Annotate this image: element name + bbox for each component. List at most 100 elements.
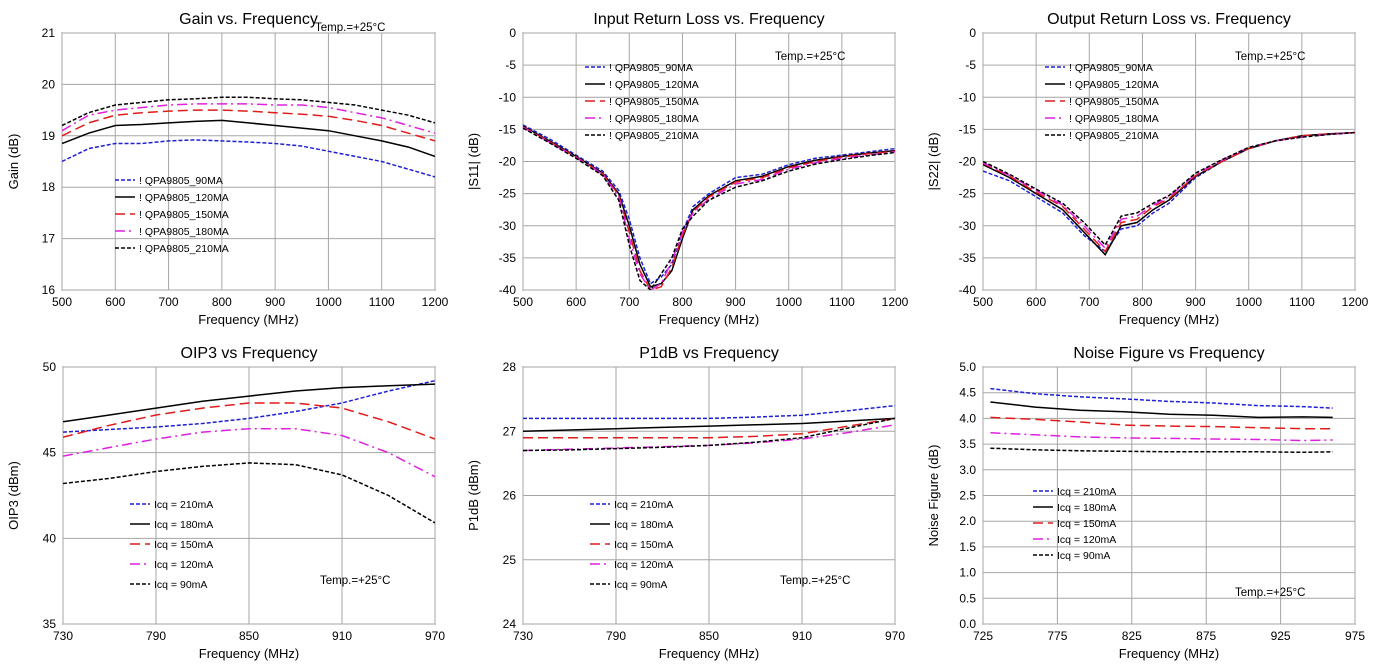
x-tick-label: 1000 — [1235, 295, 1262, 309]
series-line-2 — [63, 383, 435, 423]
y-tick-label: -5 — [965, 58, 976, 72]
y-tick-label: -5 — [505, 58, 516, 72]
y-tick-label: 26 — [503, 489, 517, 503]
x-tick-label: 790 — [606, 629, 626, 643]
x-tick-label: 1200 — [422, 295, 449, 309]
plot-area — [61, 32, 436, 291]
chart-panel-output-return-loss: Output Return Loss vs. Frequency 500 600 70… — [920, 0, 1379, 334]
x-tick-label: 500 — [52, 295, 72, 309]
y-tick-label: 0.5 — [959, 591, 976, 605]
series-line-1 — [523, 124, 895, 285]
x-tick-label: 800 — [212, 295, 232, 309]
x-tick-label: 1000 — [775, 295, 802, 309]
series-line-1 — [983, 131, 1355, 253]
x-tick-label: 600 — [105, 295, 125, 309]
y-tick-label: 3.5 — [959, 437, 976, 451]
y-axis-label: |S22| (dB) — [926, 132, 941, 190]
legend-label: Icq = 180mA — [1057, 502, 1116, 514]
chart-panel-noise-figure: Noise Figure vs Frequency 725 775 825 875 925… — [920, 334, 1379, 668]
x-tick-label: 600 — [1026, 295, 1046, 309]
series-line-4 — [523, 126, 895, 290]
y-tick-label: 5.0 — [959, 360, 976, 374]
x-tick-label: 1100 — [1289, 295, 1315, 309]
y-tick-label: -15 — [959, 122, 977, 136]
x-tick-label: 970 — [425, 629, 445, 643]
x-tick-label: 900 — [726, 295, 746, 309]
y-tick-label: 16 — [42, 283, 56, 297]
temperature-note: Temp.=+25°C — [1235, 587, 1305, 599]
x-tick-label: 775 — [1047, 629, 1067, 643]
y-axis-label: Gain (dB) — [6, 134, 21, 190]
series-line-5 — [63, 462, 435, 524]
x-tick-label: 800 — [1132, 295, 1152, 309]
y-tick-label: -35 — [499, 251, 517, 265]
y-tick-label: 28 — [503, 360, 517, 374]
chart-panel-gain: Gain vs. Frequency 500 600 700 800 900 1000 110… — [0, 0, 460, 334]
x-tick-label: 850 — [699, 629, 719, 643]
temperature-note: Temp.=+25°C — [320, 575, 390, 587]
y-tick-label: -30 — [499, 219, 517, 233]
series-line-2 — [990, 401, 1333, 419]
x-axis-label: Frequency (MHz) — [1119, 646, 1219, 661]
x-tick-label: 925 — [1271, 629, 1291, 643]
y-tick-label: 0 — [969, 26, 976, 40]
series-line-4 — [983, 131, 1355, 250]
legend-label: Icq = 120mA — [1057, 534, 1116, 546]
y-tick-label: 19 — [42, 129, 56, 143]
series-line-1 — [62, 139, 435, 178]
y-tick-label: -35 — [959, 251, 977, 265]
x-tick-label: 1200 — [1342, 295, 1369, 309]
temperature-note: Temp.=+25°C — [775, 51, 845, 63]
legend-label: ! QPA9805_120MA — [1069, 79, 1159, 91]
legend-label: Icq = 150mA — [154, 539, 213, 551]
y-axis-label: P1dB (dBm) — [466, 460, 481, 531]
x-tick-label: 500 — [513, 295, 533, 309]
legend-label: Icq = 90mA — [1057, 550, 1110, 562]
x-tick-label: 850 — [239, 629, 259, 643]
series-line-3 — [990, 416, 1333, 430]
y-tick-label: 0 — [509, 26, 516, 40]
x-tick-label: 700 — [1079, 295, 1099, 309]
y-tick-label: -25 — [959, 187, 977, 201]
legend-label: Icq = 90mA — [154, 579, 207, 591]
legend-label: Icq = 90mA — [614, 579, 667, 591]
y-tick-label: 4.5 — [959, 386, 976, 400]
y-tick-label: -25 — [499, 187, 517, 201]
legend-label: Icq = 150mA — [1057, 518, 1116, 530]
chart-panel-p1db: P1dB vs Frequency 730 790 850 910 970 24 25 26 27… — [460, 334, 920, 668]
y-tick-label: -10 — [499, 90, 517, 104]
legend-label: ! QPA9805_90MA — [1069, 62, 1153, 74]
chart-title: OIP3 vs Frequency — [181, 345, 318, 362]
chart-title: Input Return Loss vs. Frequency — [593, 11, 824, 28]
chart-panel-input-return-loss: Input Return Loss vs. Frequency 500 600 700… — [460, 0, 920, 334]
legend-label: Icq = 120mA — [154, 559, 213, 571]
chart-title: Noise Figure vs Frequency — [1073, 345, 1264, 362]
y-tick-label: -15 — [499, 122, 517, 136]
series-line-1 — [523, 404, 895, 420]
y-tick-label: 21 — [42, 26, 56, 40]
y-tick-label: 2.0 — [959, 514, 976, 528]
series-line-2 — [62, 119, 435, 158]
y-tick-label: -20 — [959, 155, 977, 169]
x-tick-label: 500 — [973, 295, 993, 309]
x-axis-label: Frequency (MHz) — [659, 312, 759, 327]
y-tick-label: 0.0 — [959, 617, 976, 631]
series-line-5 — [523, 127, 895, 290]
y-tick-label: 2.5 — [959, 489, 976, 503]
x-tick-label: 970 — [885, 629, 905, 643]
x-tick-label: 1100 — [369, 295, 395, 309]
series-line-4 — [990, 432, 1333, 442]
legend-label: ! QPA9805_150MA — [609, 96, 699, 108]
series-line-3 — [523, 126, 895, 290]
y-tick-label: 25 — [503, 553, 517, 567]
series-line-3 — [523, 417, 895, 439]
y-tick-label: 3.0 — [959, 463, 976, 477]
y-axis-label: Noise Figure (dB) — [926, 445, 941, 547]
chart-title: P1dB vs Frequency — [639, 345, 779, 362]
chart-panel-oip3: OIP3 vs Frequency 730 790 850 910 970 35 40 45 50… — [0, 334, 460, 668]
temperature-note: Temp.=+25°C — [1235, 51, 1305, 63]
legend-label: ! QPA9805_210MA — [609, 130, 699, 142]
x-tick-label: 700 — [159, 295, 179, 309]
y-tick-label: 18 — [42, 180, 56, 194]
y-tick-label: -30 — [959, 219, 977, 233]
